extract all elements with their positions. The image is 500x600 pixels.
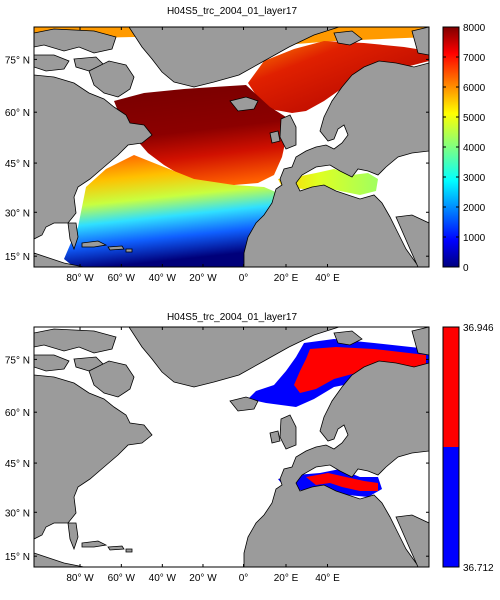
x-tick-label: 40° W [149,573,177,584]
colorbar-tick-label: 0 [463,263,469,274]
y-tick-label: 60° N [5,108,30,119]
y-tick-label: 75° N [5,55,30,66]
colorbar-tick-label: 6000 [463,83,486,94]
panel-2-colorbar-low [443,447,459,567]
panel-2-colorbar [442,326,460,568]
x-tick-label: 20° E [274,573,299,584]
subtropical-atlantic-field [64,155,278,267]
y-tick-label: 45° N [5,459,30,470]
y-tick-label: 30° N [5,208,30,219]
panel-2-colorbar-high [443,327,459,447]
nordic-seas-field [248,41,429,113]
panel-1-map [34,27,429,267]
x-tick-label: 40° E [315,573,340,584]
x-tick-label: 80° W [66,573,94,584]
x-tick-label: 0° [239,273,249,284]
panel-1-frame [33,26,430,268]
panel-2-y-ticks: 75° N 60° N 45° N 30° N 15° N [5,355,429,563]
panel-2-frame [33,326,430,568]
panel-1: H04S5_trc_2004_01_layer17 8000 7000 6000 50… [5,6,486,284]
colorbar-tick-label: 36.712 [463,563,494,574]
panel-1-title: H04S5_trc_2004_01_layer17 [167,6,298,17]
colorbar-tick-label: 5000 [463,113,486,124]
x-tick-label: 40° W [149,273,177,284]
x-tick-label: 60° W [108,573,136,584]
panel-2-colorbar-ticks: 36.946 36.712 [443,323,494,574]
y-tick-label: 45° N [5,159,30,170]
panel-1-x-ticks: 80° W 60° W 40° W 20° W 0° 20° E 40° E [66,27,340,284]
x-tick-label: 20° W [189,573,217,584]
x-tick-label: 0° [239,573,249,584]
colorbar-tick-label: 1000 [463,233,486,244]
y-tick-label: 15° N [5,552,30,563]
colorbar-tick-label: 7000 [463,53,486,64]
x-tick-label: 60° W [108,273,136,284]
y-tick-label: 60° N [5,408,30,419]
x-tick-label: 20° E [274,273,299,284]
y-tick-label: 75° N [5,355,30,366]
panel-1-colorbar-ticks: 8000 7000 6000 5000 4000 3000 2000 1000 0 [443,23,486,274]
y-tick-label: 15° N [5,252,30,263]
colorbar-tick-label: 36.946 [463,323,494,334]
colorbar-tick-label: 2000 [463,203,486,214]
colorbar-tick-label: 3000 [463,173,486,184]
x-tick-label: 20° W [189,273,217,284]
mediterranean-high-class [306,473,378,491]
panel-2-map [34,327,429,567]
x-tick-label: 80° W [66,273,94,284]
panel-2-title: H04S5_trc_2004_01_layer17 [167,312,298,323]
panel-1-y-ticks: 75° N 60° N 45° N 30° N 15° N [5,55,429,263]
colorbar-tick-label: 4000 [463,143,486,154]
colorbar-tick-label: 8000 [463,23,486,34]
panel-2: H04S5_trc_2004_01_layer17 36.946 36.712 8… [5,312,494,584]
panel-2-x-ticks: 80° W 60° W 40° W 20° W 0° 20° E 40° E [66,327,340,584]
y-tick-label: 30° N [5,508,30,519]
x-tick-label: 40° E [315,273,340,284]
